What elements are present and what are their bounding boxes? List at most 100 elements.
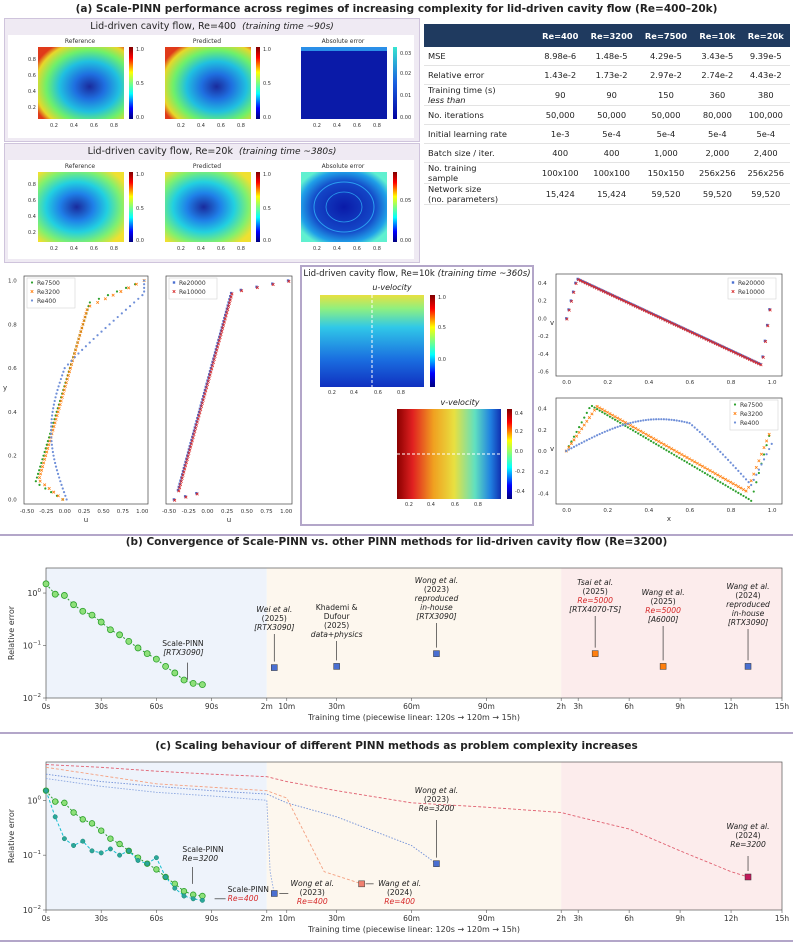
series-re3200 <box>731 482 735 486</box>
series-re10000 <box>565 317 569 321</box>
series-re3200 <box>61 392 65 396</box>
heat-predicted <box>165 172 251 242</box>
table-row: No. training sample 100x100 100x100 150x150 2… <box>424 162 790 184</box>
series-re400 <box>670 418 673 421</box>
x-tick-label: 10m <box>278 702 295 711</box>
table-row-label: Network size (no. parameters) <box>424 183 536 205</box>
table-col-header: Re=10k <box>693 24 742 47</box>
series-re10000 <box>633 304 638 308</box>
x-tick-label: 2m <box>261 914 273 923</box>
table-row-label: Batch size / iter. <box>424 143 536 163</box>
series-re10000 <box>581 280 585 284</box>
table-cell: 59,520 <box>638 183 694 205</box>
y-tick: 0.8 <box>8 322 17 328</box>
series-re3200 <box>744 489 748 493</box>
series-re10000 <box>204 389 208 393</box>
series-re3200 <box>680 452 684 457</box>
heat-x-ticks: 0.2 0.4 0.6 0.8 0.2 0.4 0.6 0.8 0.2 0.4 … <box>50 123 381 129</box>
y-tick-exp: −1 <box>33 641 41 647</box>
series-re3200 <box>757 459 761 463</box>
table-col-header: Re=20k <box>741 24 790 47</box>
series-re7500 <box>662 447 665 450</box>
series-re10000 <box>604 290 608 295</box>
series-re400 <box>50 425 53 428</box>
cavity-maps-svg: 1.0 0.5 0.0 0.4 0.2 0.0 -0.2 -0.4 0.2 0.… <box>320 295 525 508</box>
x-tick: 0.2 <box>50 246 58 252</box>
annotation-line: Scale-PINN <box>182 845 223 854</box>
x-tick: 0.2 <box>313 246 321 252</box>
series-re400 <box>716 448 719 451</box>
series-re7500 <box>649 439 653 443</box>
series-re400 <box>739 472 743 475</box>
annotation-line: Wong et al. <box>291 879 334 888</box>
annotation-line: Re=400 <box>228 894 259 903</box>
scaling-chart: 0s 30s 60s 90s 2m 10m 30m 60m 90m 2h 3h 6h 9h 12h 15h 1… <box>7 761 789 934</box>
series-re7500 <box>647 438 650 441</box>
panel-re20k: Lid-driven cavity flow, Re=20k (training… <box>4 143 420 263</box>
series-re3200 <box>677 451 681 455</box>
x-tick: 1.00 <box>280 509 293 515</box>
series-re10000 <box>759 363 763 367</box>
x-tick: 0.8 <box>474 502 482 508</box>
series-re3200 <box>577 430 581 435</box>
series-re400 <box>711 443 714 446</box>
y-tick-exp: 0 <box>38 795 42 801</box>
scale-pinn-point <box>107 626 114 634</box>
series-re3200 <box>713 471 717 476</box>
annotation-line: (2025) <box>650 597 675 606</box>
y-axis-label: Relative error <box>7 605 16 660</box>
series-re7500 <box>747 497 750 501</box>
v-profile-plot-top: 0.4 0.2 0.0 -0.2 -0.4 -0.6 0.0 0.2 0.4 0.6 0.8 1.0 v… <box>538 273 783 386</box>
x-tick: 0.6 <box>217 123 225 129</box>
table-row: Initial learning rate 1e-3 5e-4 5e-4 5e-4 5e-… <box>424 124 790 144</box>
panel-re400: Lid-driven cavity flow, Re=400 (training… <box>4 18 420 142</box>
x-tick: 0.25 <box>221 509 234 515</box>
series-re7500 <box>570 440 573 443</box>
y-tick: -0.2 <box>538 470 549 476</box>
legend-marker <box>30 289 34 294</box>
series-re3200 <box>37 475 42 480</box>
x-tick: 0.8 <box>727 508 736 514</box>
series-re10000 <box>681 327 685 331</box>
legend-marker <box>172 289 176 294</box>
series-re3200 <box>634 426 638 430</box>
series-re10000 <box>195 492 199 496</box>
panel-re400-note: (training time ~90s) <box>242 22 334 32</box>
series-re400 <box>680 420 683 423</box>
section-b-title: (b) Convergence of Scale-PINN vs. other … <box>125 536 668 548</box>
x-tick: 0.4 <box>427 502 435 508</box>
series-re10000 <box>205 386 209 390</box>
series-re3200 <box>119 289 123 294</box>
series-re7500 <box>701 470 704 473</box>
cb-tick: 0.0 <box>136 115 144 121</box>
table-cell: 2.74e-2 <box>693 65 742 85</box>
series-re10000 <box>709 339 713 343</box>
series-re3200 <box>652 436 656 441</box>
colorbar-3 <box>393 47 397 119</box>
series-re400 <box>613 426 617 429</box>
heat-abs-error <box>301 172 387 242</box>
cb-tick: 1.0 <box>136 47 144 53</box>
series-re10000 <box>218 336 222 340</box>
series-re10000 <box>706 338 711 342</box>
series-re7500 <box>685 461 689 464</box>
series-re10000 <box>197 414 201 418</box>
series-re10000 <box>228 298 232 302</box>
series-re3200 <box>749 479 753 483</box>
series-re7500 <box>50 491 53 494</box>
series-re10000 <box>223 317 227 321</box>
heat-abs-error <box>301 47 387 119</box>
x-tick-label: 9h <box>675 702 685 711</box>
series-re3200 <box>700 464 704 468</box>
method-point <box>591 650 599 657</box>
cb-tick: 1.0 <box>263 47 271 53</box>
series-re10000 <box>688 330 692 334</box>
x-tick: 0.4 <box>350 390 358 396</box>
cb-tick: 0.0 <box>515 449 523 455</box>
annotation-line: Wang et al. <box>642 588 685 597</box>
annotation-line: [RTX3090] <box>254 623 294 632</box>
series-re3200 <box>592 408 597 412</box>
series-re400 <box>726 458 730 461</box>
series-re400 <box>662 418 665 421</box>
cb-tick: 0.0 <box>136 238 144 244</box>
